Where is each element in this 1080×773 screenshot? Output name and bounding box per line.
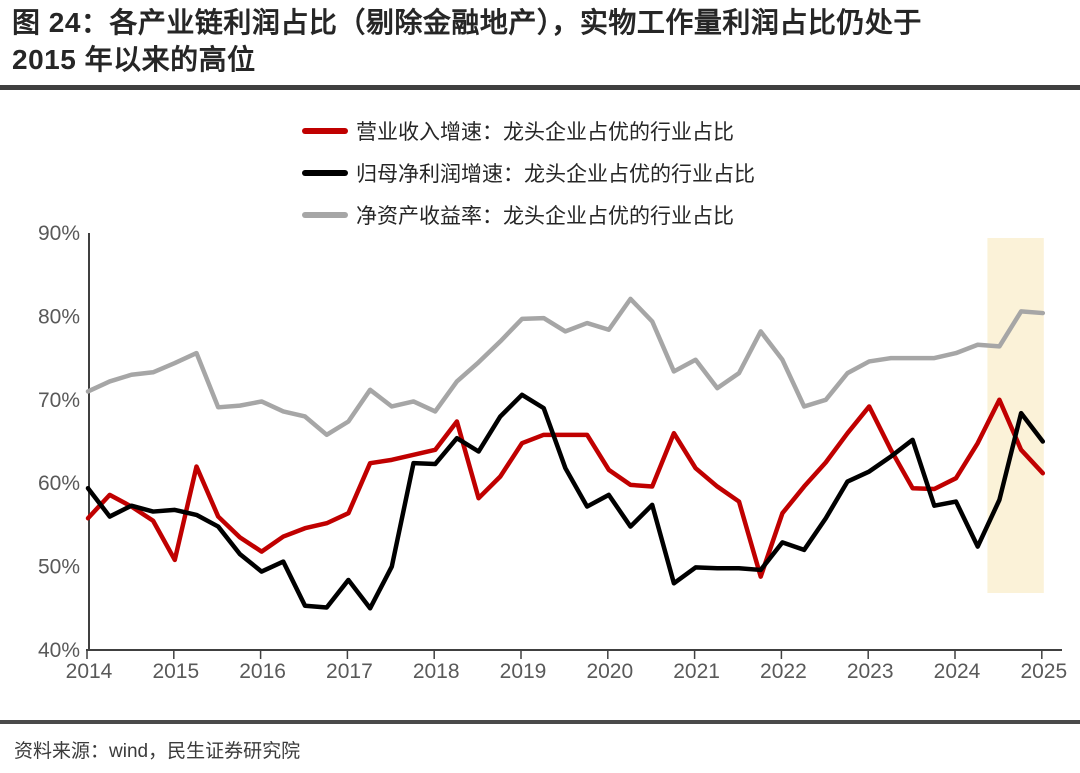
- x-tick-label: 2018: [413, 660, 460, 683]
- x-tick-label: 2023: [847, 660, 894, 683]
- source-note: 资料来源：wind，民生证券研究院: [14, 741, 301, 762]
- x-tick-label: 2019: [500, 660, 547, 683]
- x-tick-label: 2017: [326, 660, 373, 683]
- highlight-band: [987, 238, 1044, 593]
- figure-title-line-2: 2015 年以来的高位: [12, 44, 256, 75]
- x-tick-label: 2025: [1020, 660, 1067, 683]
- y-tick-label: 40%: [38, 639, 80, 662]
- x-tick-label: 2015: [152, 660, 199, 683]
- bottom-divider: [0, 720, 1080, 724]
- revenue-growth-line-swatch: [302, 128, 348, 134]
- x-tick-label: 2021: [673, 660, 720, 683]
- title-divider: [0, 85, 1080, 90]
- figure-title: 图 24：各产业链利润占比（剔除金融地产），实物工作量利润占比仍处于 2015 …: [12, 4, 1072, 78]
- roe-line-swatch: [302, 212, 348, 218]
- figure-title-line-1: 图 24：各产业链利润占比（剔除金融地产），实物工作量利润占比仍处于: [12, 7, 922, 38]
- x-tick-label: 2024: [934, 660, 981, 683]
- legend-label: 营业收入增速：龙头企业占优的行业占比: [356, 121, 734, 144]
- net-profit-growth-line-swatch: [302, 170, 348, 176]
- y-tick-label: 60%: [38, 472, 80, 495]
- net-profit-growth-line: [85, 392, 1046, 611]
- legend-item-revenue-growth: 营业收入增速：龙头企业占优的行业占比: [302, 110, 755, 152]
- x-tick-label: 2020: [586, 660, 633, 683]
- y-tick-label: 70%: [38, 389, 80, 412]
- x-tick-label: 2022: [760, 660, 807, 683]
- legend-label: 净资产收益率：龙头企业占优的行业占比: [356, 205, 734, 228]
- legend-item-net-profit-growth: 归母净利润增速：龙头企业占优的行业占比: [302, 152, 755, 194]
- roe-line: [85, 296, 1046, 438]
- x-tick-label: 2014: [66, 660, 113, 683]
- revenue-growth-line: [85, 397, 1046, 579]
- y-tick-label: 90%: [38, 222, 80, 245]
- legend-item-roe: 净资产收益率：龙头企业占优的行业占比: [302, 194, 755, 236]
- y-tick-label: 80%: [38, 305, 80, 328]
- y-tick-label: 50%: [38, 556, 80, 579]
- legend-label: 归母净利润增速：龙头企业占优的行业占比: [356, 163, 755, 186]
- chart-legend: 营业收入增速：龙头企业占优的行业占比 归母净利润增速：龙头企业占优的行业占比 净…: [302, 110, 755, 236]
- x-tick-label: 2016: [239, 660, 286, 683]
